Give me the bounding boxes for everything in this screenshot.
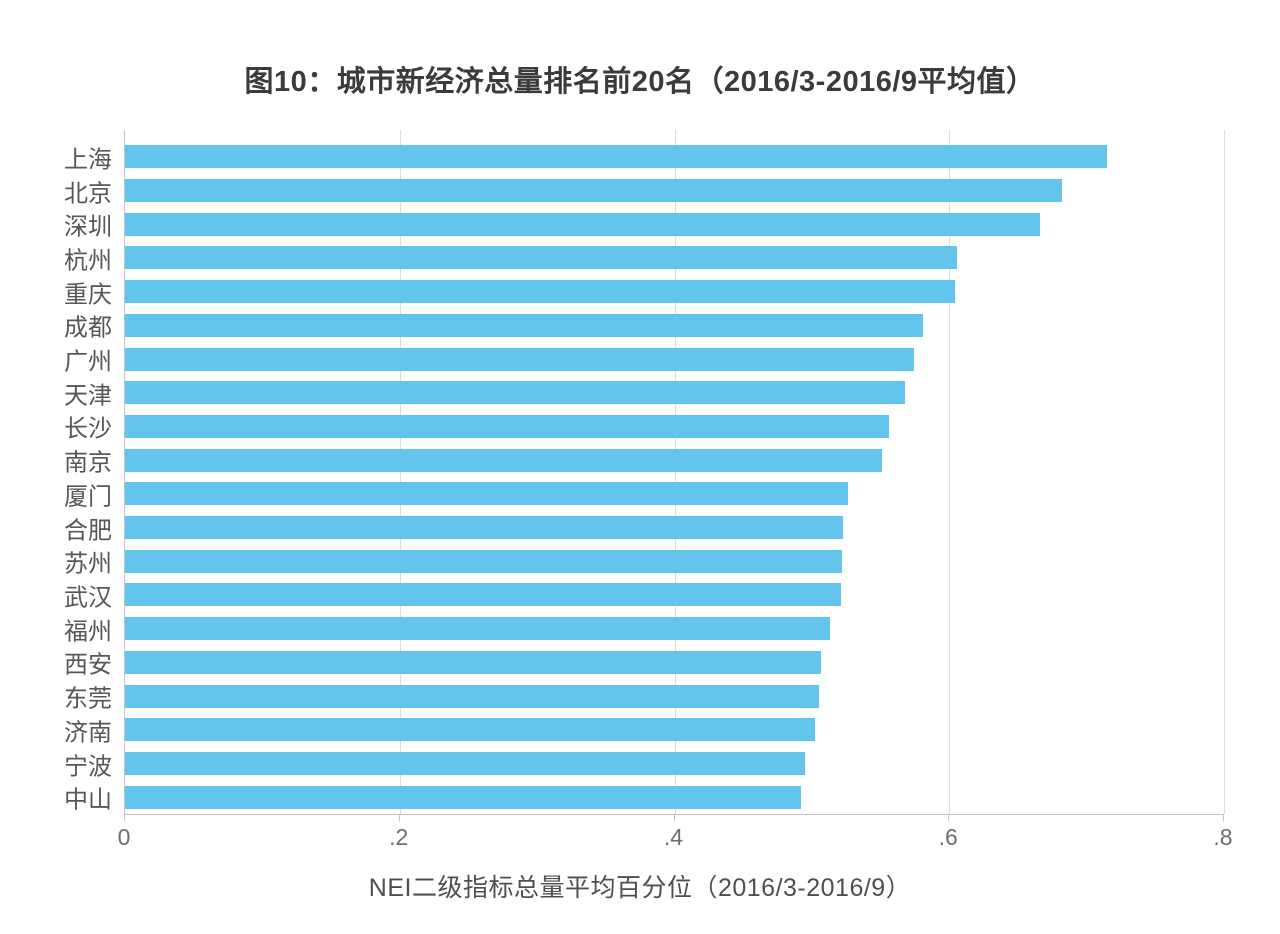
bar-苏州	[125, 549, 843, 573]
y-tick-label: 长沙	[64, 415, 112, 443]
x-tick-label: .8	[1213, 824, 1233, 850]
x-tick-label: .6	[938, 824, 958, 850]
x-tick-mark	[1223, 815, 1224, 821]
bar-西安	[125, 650, 822, 674]
bar-row: 上海	[64, 140, 1224, 174]
y-tick-label: 宁波	[64, 753, 112, 780]
bar-row: 深圳	[64, 207, 1224, 241]
bar-row: 中山	[64, 780, 1224, 814]
bar-合肥	[125, 516, 844, 540]
bar-厦门	[125, 482, 848, 506]
bar-北京	[125, 179, 1062, 203]
y-tick-label: 北京	[64, 180, 112, 208]
x-tick-label: 0	[117, 824, 131, 850]
x-tick-mark	[124, 815, 125, 821]
bar-row: 天津	[64, 376, 1224, 410]
gridline-x-0.6	[949, 130, 951, 814]
y-tick-label: 杭州	[64, 247, 112, 275]
y-tick-label: 广州	[64, 348, 112, 376]
bar-row: 东莞	[64, 679, 1224, 713]
y-tick-label: 上海	[64, 146, 112, 174]
y-tick-label: 西安	[64, 651, 112, 679]
bar-row: 宁波	[64, 747, 1224, 781]
bar-宁波	[125, 752, 805, 775]
bar-row: 苏州	[64, 544, 1224, 578]
y-tick-label: 中山	[64, 786, 112, 814]
bar-rows: 上海北京深圳杭州重庆成都广州天津长沙南京厦门合肥苏州武汉福州西安东莞济南宁波中山	[64, 140, 1224, 814]
bar-重庆	[125, 280, 955, 304]
x-tick-label: .4	[663, 824, 684, 850]
gridline-x-0.4	[674, 130, 676, 814]
bar-row: 广州	[64, 342, 1224, 376]
bar-row: 西安	[64, 646, 1224, 680]
bar-济南	[125, 718, 815, 742]
bar-成都	[125, 313, 924, 337]
x-tick-mark	[398, 815, 400, 821]
bar-row: 厦门	[64, 477, 1224, 511]
bar-中山	[125, 785, 801, 809]
gridline-x-0.2	[399, 130, 401, 814]
bar-row: 成都	[64, 309, 1224, 343]
x-tick-label: .2	[389, 824, 409, 850]
y-tick-label: 东莞	[64, 685, 112, 713]
bar-row: 长沙	[64, 410, 1224, 444]
plot-area: 上海北京深圳杭州重庆成都广州天津长沙南京厦门合肥苏州武汉福州西安东莞济南宁波中山	[64, 130, 1225, 815]
bar-南京	[125, 448, 882, 472]
bar-东莞	[125, 684, 819, 708]
y-tick-label: 合肥	[64, 517, 112, 545]
x-tick-mark	[673, 815, 675, 821]
bar-长沙	[125, 414, 889, 438]
chart-title: 图10：城市新经济总量排名前20名（2016/3-2016/9平均值）	[244, 66, 1036, 98]
y-tick-label: 武汉	[64, 584, 112, 612]
bar-武汉	[125, 583, 841, 607]
bar-深圳	[125, 212, 1040, 236]
bar-天津	[125, 381, 906, 405]
bar-row: 重庆	[64, 275, 1224, 309]
y-tick-label: 南京	[64, 449, 112, 477]
bar-row: 合肥	[64, 511, 1224, 545]
bar-row: 武汉	[64, 578, 1224, 612]
gridline-x-0.8	[1224, 130, 1225, 814]
y-tick-label: 重庆	[64, 281, 112, 309]
y-tick-label: 深圳	[64, 213, 112, 241]
y-tick-label: 福州	[64, 618, 112, 646]
y-tick-label: 厦门	[64, 483, 112, 511]
y-tick-label: 成都	[64, 314, 112, 342]
y-tick-label: 济南	[64, 719, 112, 747]
bar-row: 福州	[64, 612, 1224, 646]
x-tick-mark	[948, 815, 950, 821]
y-tick-label: 天津	[64, 382, 112, 410]
y-tick-label: 苏州	[64, 550, 112, 578]
bar-row: 北京	[64, 174, 1224, 208]
bar-row: 南京	[64, 443, 1224, 477]
bar-row: 济南	[64, 713, 1224, 747]
bar-福州	[125, 617, 830, 641]
bar-广州	[125, 347, 914, 371]
bar-杭州	[125, 246, 958, 270]
bar-row: 杭州	[64, 241, 1224, 275]
bar-上海	[125, 145, 1108, 169]
x-axis-title: NEI二级指标总量平均百分位（2016/3-2016/9）	[368, 874, 912, 902]
